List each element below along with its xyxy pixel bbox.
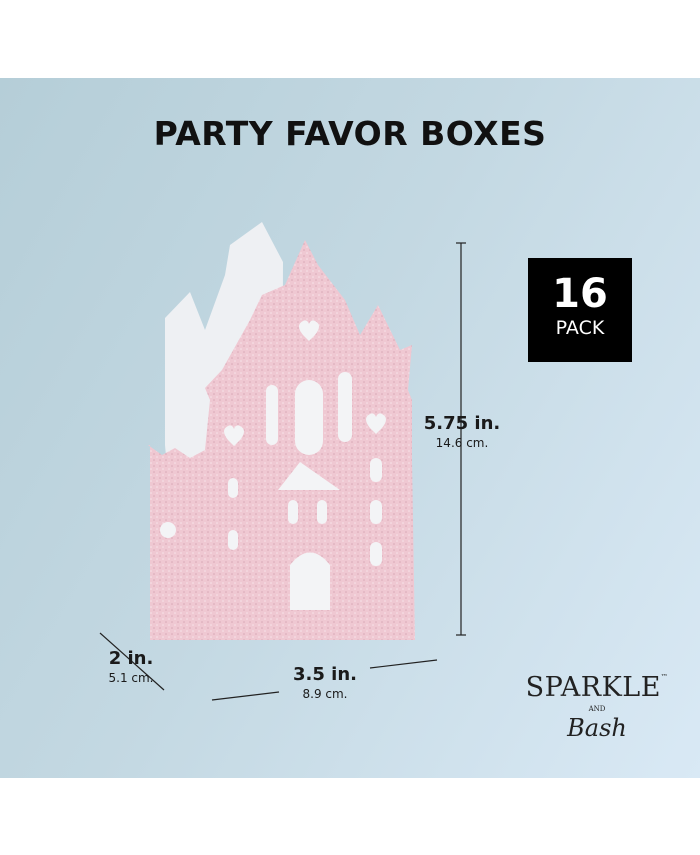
- dimension-lines: [99, 242, 466, 701]
- width-metric: 8.9 cm.: [302, 687, 348, 701]
- brand-logo: SPARKLE™ AND Bash: [512, 672, 682, 742]
- depth-dimension: 2 in. 5.1 cm.: [96, 648, 166, 686]
- brand-name: SPARKLE: [525, 672, 661, 703]
- pack-count: 16: [552, 271, 608, 317]
- depth-imperial: 2 in.: [108, 648, 154, 669]
- castle-front: [148, 240, 415, 640]
- trademark: ™: [660, 673, 669, 681]
- width-imperial: 3.5 in.: [293, 664, 357, 685]
- brand-and: AND: [588, 705, 606, 713]
- pack-label: PACK: [555, 317, 605, 339]
- height-dimension: 5.75 in. 14.6 cm.: [412, 413, 512, 451]
- height-imperial: 5.75 in.: [423, 413, 501, 434]
- brand-script: Bash: [567, 714, 627, 742]
- product-title: PARTY FAVOR BOXES: [153, 114, 547, 153]
- castle-windows: [160, 320, 386, 610]
- width-dimension: 3.5 in. 8.9 cm.: [275, 664, 375, 702]
- height-metric: 14.6 cm.: [435, 436, 489, 450]
- depth-metric: 5.1 cm.: [108, 671, 154, 685]
- pack-badge: 16 PACK: [528, 258, 632, 362]
